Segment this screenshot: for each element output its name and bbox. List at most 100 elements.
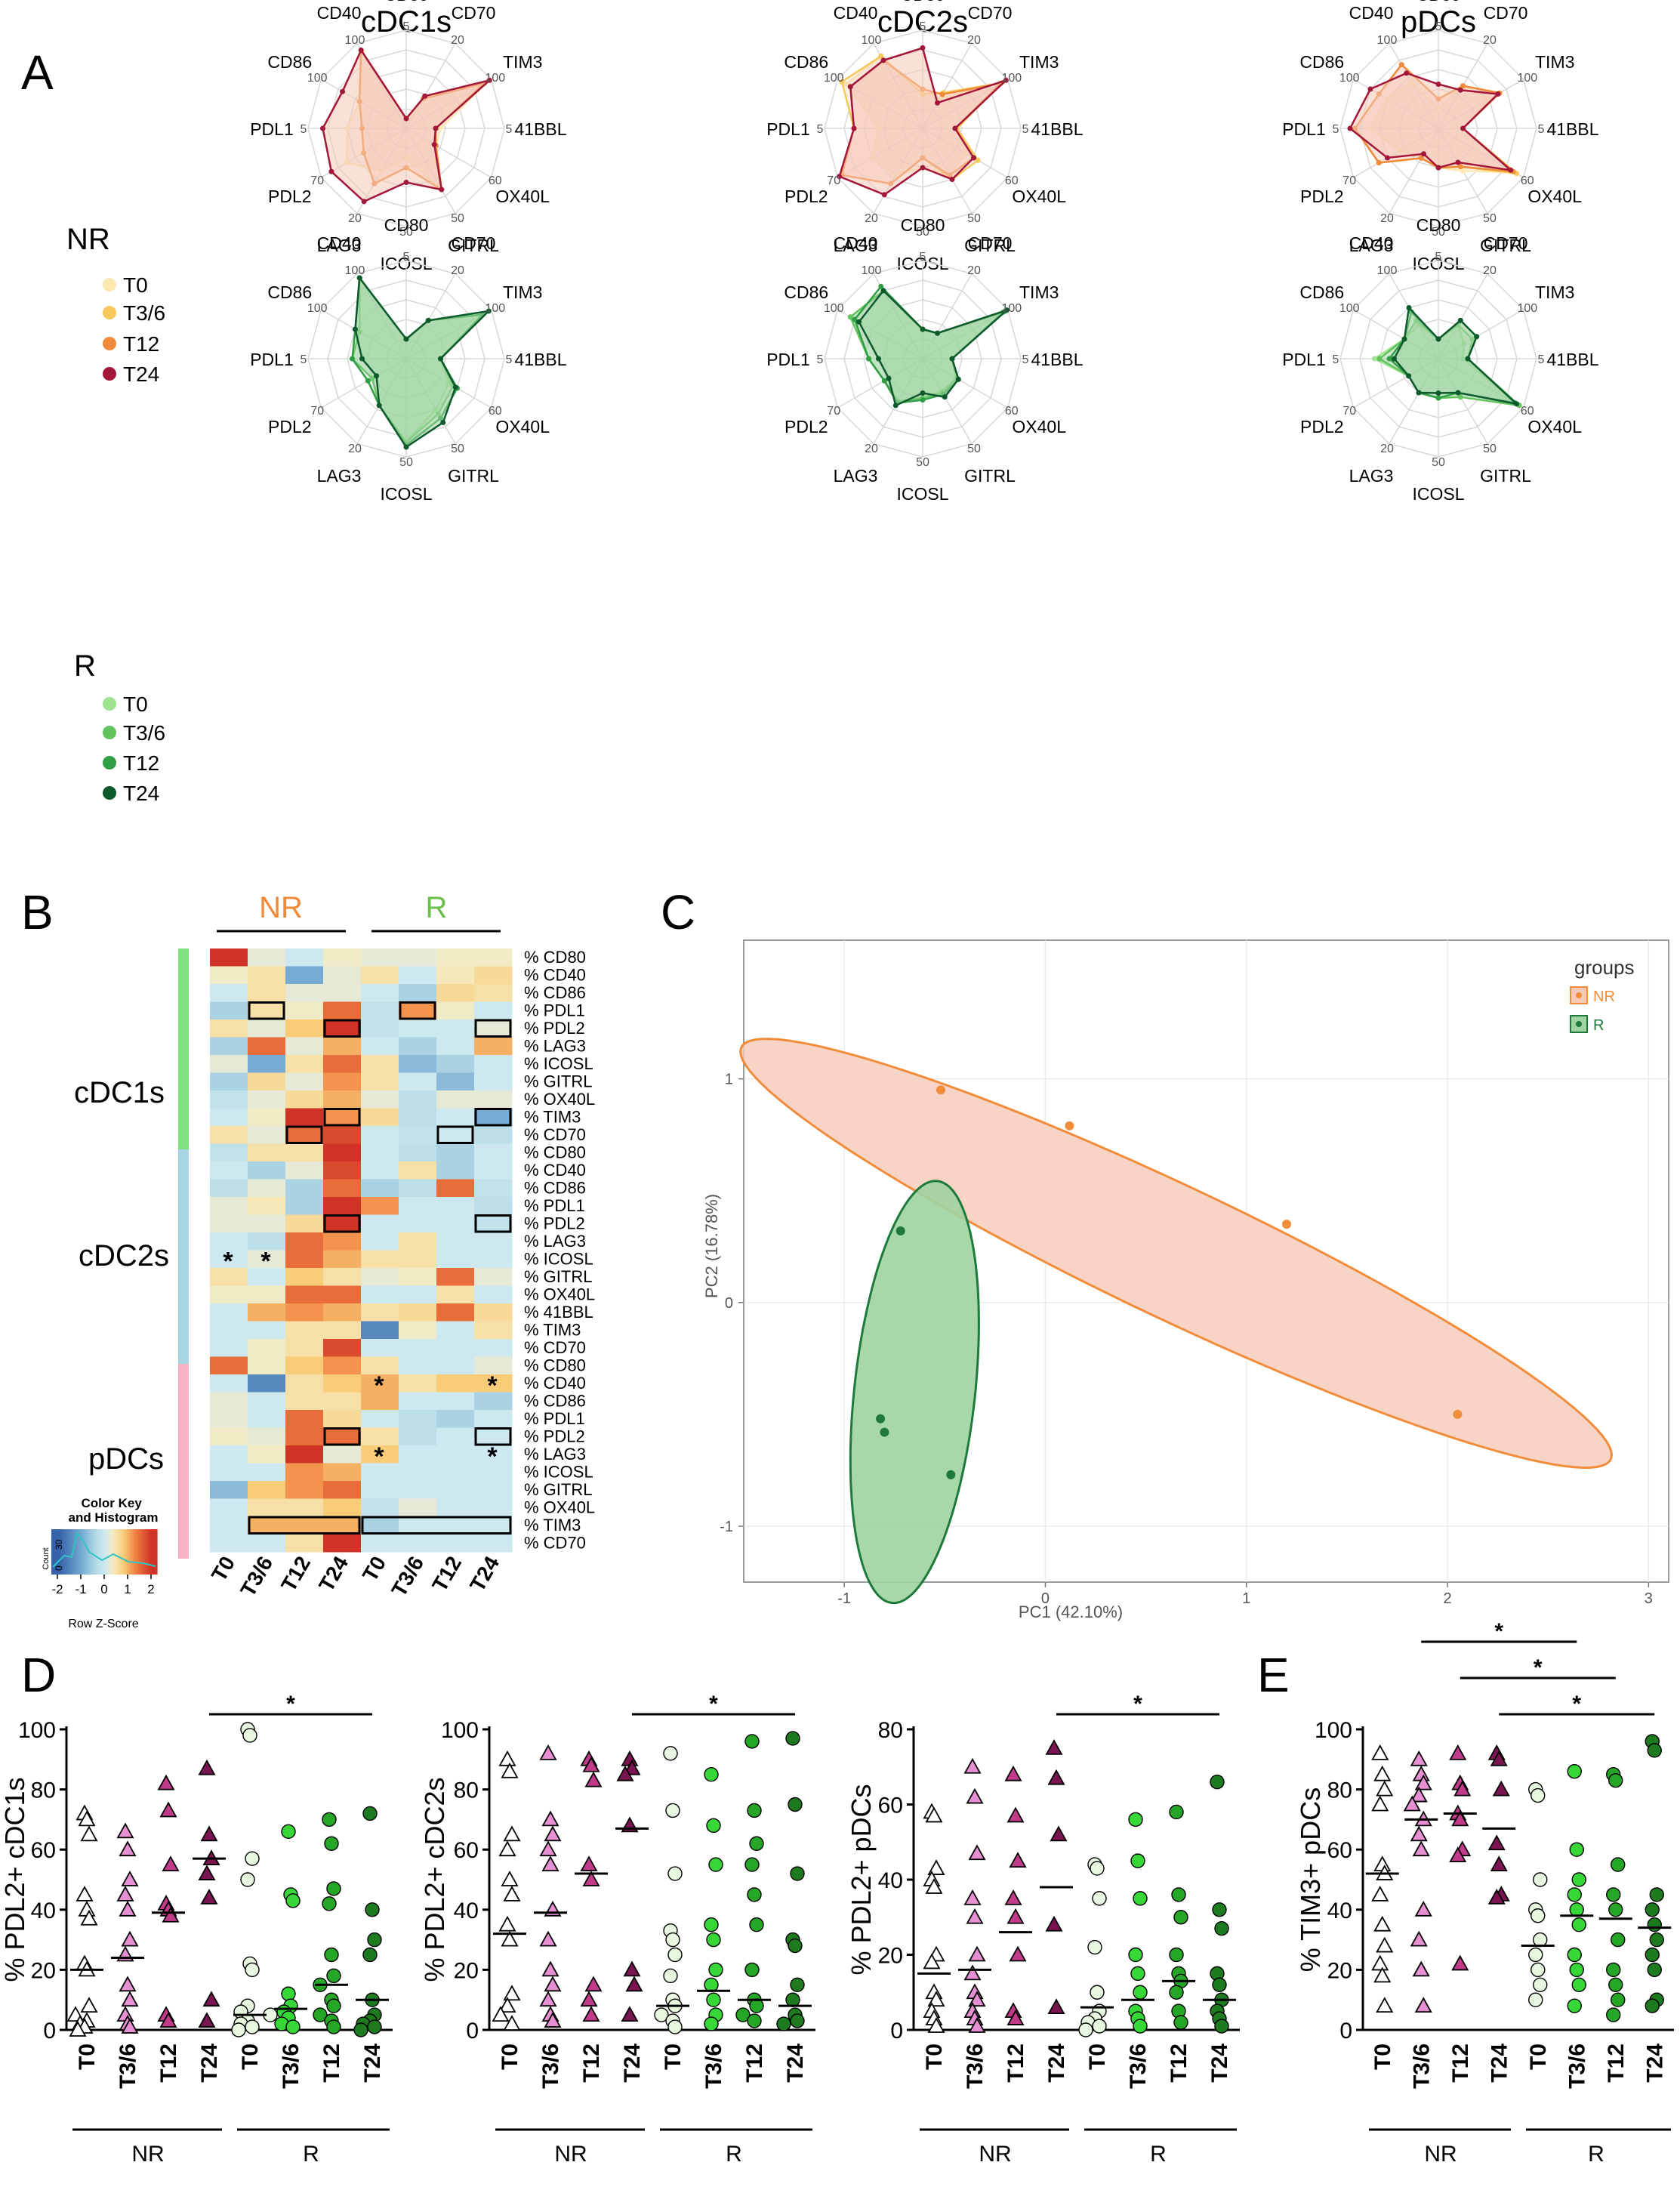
data-point-nr <box>582 1871 600 1886</box>
heatmap-cell <box>210 1392 248 1411</box>
radar-axis-label: CD70 <box>1484 3 1528 23</box>
heatmap-cell <box>248 1303 286 1322</box>
x-tick-label: T24 <box>783 2043 808 2083</box>
data-point-r <box>704 2016 719 2031</box>
radar-point <box>1465 356 1471 362</box>
radar-point <box>955 376 961 382</box>
data-point-r <box>242 1728 257 1743</box>
radar-axis-max: 70 <box>1342 174 1356 187</box>
radar-axis-max: 50 <box>451 443 464 455</box>
data-point-nr <box>503 1886 521 1902</box>
radar-point <box>1460 125 1466 131</box>
heatmap-cell <box>361 1268 399 1286</box>
pca-xtick-label: 3 <box>1645 1590 1653 1607</box>
radar-axis-label: CD80 <box>901 0 945 5</box>
data-point-nr <box>966 1908 984 1924</box>
color-key-swatch <box>134 1529 137 1575</box>
data-point-r <box>790 1977 805 1993</box>
heatmap-cell <box>399 1356 437 1375</box>
heatmap-cell <box>210 1285 248 1304</box>
data-point-r <box>1569 1842 1584 1857</box>
radar-chart: CD805CD7020TIM310041BBL5OX40L60GITRL50IC… <box>1282 215 1599 504</box>
radar-point <box>920 390 926 396</box>
color-key-swatch <box>128 1529 131 1575</box>
radar-axis-label: LAG3 <box>317 236 362 255</box>
data-point-nr <box>1006 2010 1025 2025</box>
radar-point <box>452 384 458 390</box>
heatmap-cell <box>285 1108 324 1127</box>
data-point-r <box>708 1857 723 1872</box>
data-point-r <box>1606 1962 1621 1978</box>
radar-point <box>1003 77 1009 83</box>
y-tick-label: 80 <box>454 1778 479 1803</box>
color-key-swatch <box>140 1529 143 1575</box>
heatmap-cell <box>210 1250 248 1269</box>
heatmap-cell <box>399 1427 437 1446</box>
data-point-nr <box>1451 1810 1469 1827</box>
radar-axis-max: 20 <box>348 443 362 455</box>
color-key-swatch <box>112 1529 115 1575</box>
color-key-swatch <box>66 1529 69 1575</box>
radar-axis-max: 5 <box>920 251 926 264</box>
radar-axis-label: CD80 <box>1416 215 1461 235</box>
radar-point <box>440 419 446 425</box>
heatmap-cell <box>210 1019 248 1038</box>
radar-axis-label: CD40 <box>1349 3 1394 23</box>
pca-ytick-label: -1 <box>720 1519 733 1535</box>
heatmap-cell <box>436 1019 475 1038</box>
heatmap-cell <box>323 948 362 967</box>
radar-point <box>949 356 955 362</box>
data-point-r <box>285 2019 301 2034</box>
heatmap-row-label: % TIM3 <box>524 1108 581 1127</box>
radar-point <box>1372 356 1377 362</box>
heatmap-row-label: % PDL1 <box>524 1409 585 1428</box>
y-tick-label: 60 <box>31 1838 56 1863</box>
data-point-nr <box>1373 1855 1392 1872</box>
data-point-nr <box>1412 1960 1430 1977</box>
heatmap-cell <box>361 1214 399 1233</box>
radar-point <box>359 356 365 362</box>
heatmap-cell <box>285 1498 324 1517</box>
heatmap-cell <box>210 1090 248 1109</box>
radar-axis-label: 41BBL <box>1031 350 1083 369</box>
heatmap-cell <box>248 1072 286 1091</box>
heatmap-cell <box>474 1019 513 1038</box>
radar-point <box>1435 390 1441 396</box>
radar-point <box>942 394 948 400</box>
color-key-tick: -2 <box>51 1582 63 1596</box>
heatmap-cell <box>285 1321 324 1340</box>
color-key-swatch <box>93 1529 96 1575</box>
data-point-nr <box>580 1855 598 1872</box>
data-point-r <box>1567 1998 1582 2013</box>
heatmap-cell <box>474 1232 513 1251</box>
radar-axis-max: 20 <box>1380 212 1394 225</box>
color-key-swatch <box>102 1529 105 1575</box>
heatmap-cell <box>436 1001 475 1020</box>
heatmap-cell <box>361 1161 399 1180</box>
data-point-nr <box>116 2006 134 2022</box>
legend-label: T24 <box>123 782 159 805</box>
heatmap-cell <box>248 1232 286 1251</box>
heatmap-row-label: % CD40 <box>524 966 586 985</box>
heatmap-cell <box>285 1019 324 1038</box>
data-point-nr <box>927 1991 945 2007</box>
data-point-nr <box>580 1991 598 2007</box>
heatmap-row-label: % TIM3 <box>524 1321 581 1340</box>
group-label-nr: NR <box>131 2142 164 2167</box>
data-point-nr <box>159 1801 177 1818</box>
radar-axis-label: GITRL <box>964 466 1016 486</box>
heatmap-cell <box>210 1463 248 1482</box>
radar-axis-max: 5 <box>301 353 307 366</box>
data-point-r <box>1092 1891 1107 1906</box>
radar-point <box>486 77 492 83</box>
heatmap-cell <box>248 1055 286 1073</box>
radar-axis-label: CD86 <box>1299 52 1344 72</box>
heatmap-cell <box>323 1410 362 1428</box>
radar-point <box>1376 160 1382 165</box>
y-axis-label: % PDL2+ cDC2s <box>419 1777 450 1982</box>
heatmap-cell <box>399 1072 437 1091</box>
heatmap-significance-star: * <box>487 1371 498 1400</box>
group-label-r: R <box>303 2142 319 2167</box>
panel-label-b: B <box>21 885 54 939</box>
heatmap-side-bar-cdc2s <box>178 1149 189 1364</box>
